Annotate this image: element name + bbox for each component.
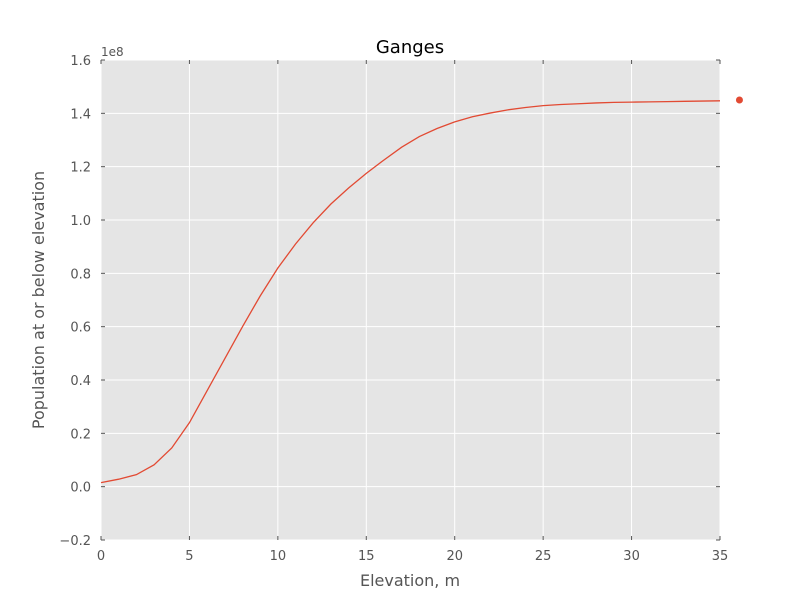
y-scale-offset: 1e8 xyxy=(101,45,124,59)
x-tick-label: 5 xyxy=(185,549,193,564)
y-tick-label: 0.8 xyxy=(70,267,91,282)
x-tick-label: 15 xyxy=(358,549,375,564)
y-axis-label: Population at or below elevation xyxy=(29,171,48,429)
series-line xyxy=(100,100,721,484)
chart-title: Ganges xyxy=(376,37,444,58)
plot-area xyxy=(101,60,720,540)
x-tick-label: 30 xyxy=(623,549,640,564)
axis-ticks xyxy=(100,59,721,541)
y-tick-label: 0.0 xyxy=(70,481,91,496)
y-tick-label: −0.2 xyxy=(59,534,91,549)
y-tick-label: 1.2 xyxy=(70,161,91,176)
y-tick-label: 1.6 xyxy=(70,54,91,69)
x-tick-label: 0 xyxy=(97,549,105,564)
x-axis-label: Elevation, m xyxy=(360,571,460,590)
data-point-marker xyxy=(735,96,743,104)
x-tick-label: 10 xyxy=(270,549,287,564)
y-tick-label: 1.0 xyxy=(70,214,91,229)
y-tick-label: 1.4 xyxy=(70,107,91,122)
tick-labels: 0 5 10 15 20 25 30 35 −0.2 0.0 0.2 0.4 0.6 0.8 1.0 1.2 1… xyxy=(59,54,728,564)
y-tick-label: 0.2 xyxy=(70,427,91,442)
series-layer xyxy=(100,96,743,484)
x-tick-label: 35 xyxy=(712,549,729,564)
y-tick-label: 0.4 xyxy=(70,374,91,389)
x-tick-label: 20 xyxy=(446,549,463,564)
y-tick-label: 0.6 xyxy=(70,321,91,336)
x-tick-label: 25 xyxy=(535,549,552,564)
grid-lines xyxy=(100,59,721,541)
